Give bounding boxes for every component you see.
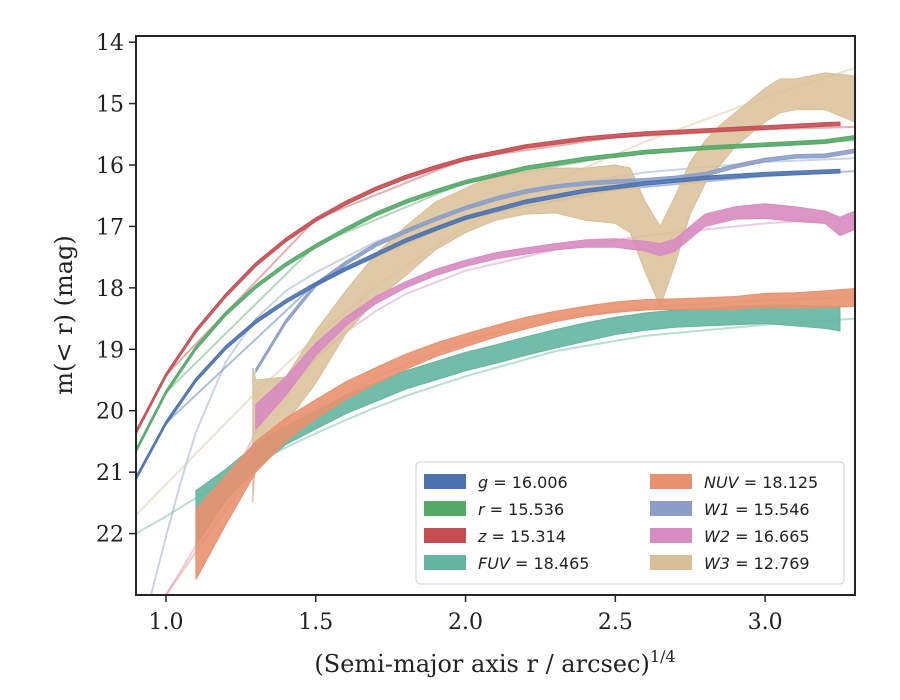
x-axis-label: (Semi-major axis r / arcsec)1/4 — [314, 647, 675, 678]
x-tick-label: 3.0 — [748, 610, 783, 635]
legend-box — [415, 461, 845, 585]
legend-swatch-w2 — [650, 528, 692, 543]
legend-swatch-w1 — [650, 501, 692, 516]
data-band-nuv — [195, 287, 855, 580]
legend: g = 16.006 r = 15.536 z = 15.314 FUV = 18.4… — [415, 461, 845, 585]
x-tick-label: 2.0 — [448, 610, 483, 635]
legend-swatch-g — [424, 474, 466, 489]
y-tick-label: 15 — [96, 93, 124, 118]
plot-frame — [135, 35, 856, 596]
x-axis-label-main: (Semi-major axis r / arcsec) — [314, 650, 649, 678]
x-tick-label: 2.5 — [598, 610, 633, 635]
y-tick-label: 21 — [96, 461, 124, 486]
x-tick-label: 1.0 — [148, 610, 183, 635]
legend-label-g: g = 16.006 — [478, 473, 568, 492]
data-band-z — [136, 121, 841, 435]
x-axis-label-exponent: 1/4 — [650, 647, 676, 666]
x-axis-ticks: 1.0 1.5 2.0 2.5 3.0 — [148, 595, 783, 635]
data-band-w3 — [252, 72, 855, 503]
legend-swatch-z — [424, 528, 466, 543]
y-tick-label: 19 — [96, 338, 124, 363]
data-band-r — [136, 134, 855, 453]
legend-label-z: z = 15.314 — [477, 527, 566, 546]
y-tick-label: 20 — [96, 400, 124, 425]
data-band-fuv — [195, 304, 841, 548]
data-band-w1 — [255, 148, 855, 375]
data-bands — [136, 72, 855, 580]
y-tick-label: 22 — [96, 523, 124, 548]
y-axis-ticks: 14 15 16 17 18 19 20 21 22 — [96, 31, 136, 548]
legend-swatch-nuv — [650, 474, 692, 489]
legend-label-w2: W2 = 16.665 — [704, 527, 810, 546]
legend-swatch-r — [424, 501, 466, 516]
legend-label-w3: W3 = 12.769 — [704, 554, 810, 573]
data-band-w2 — [255, 203, 855, 431]
data-band-g — [136, 168, 841, 481]
y-tick-label: 14 — [96, 31, 124, 56]
legend-swatch-w3 — [650, 555, 692, 570]
legend-label-w1: W1 = 15.546 — [704, 500, 810, 519]
y-tick-label: 18 — [96, 277, 124, 302]
x-tick-label: 1.5 — [298, 610, 333, 635]
y-axis-label: m(< r) (mag) — [50, 235, 78, 394]
legend-label-r: r = 15.536 — [478, 500, 564, 519]
y-tick-label: 17 — [96, 215, 124, 240]
legend-label-nuv: NUV = 18.125 — [704, 473, 818, 492]
legend-label-fuv: FUV = 18.465 — [478, 554, 589, 573]
legend-swatch-fuv — [424, 555, 466, 570]
y-tick-label: 16 — [96, 154, 124, 179]
